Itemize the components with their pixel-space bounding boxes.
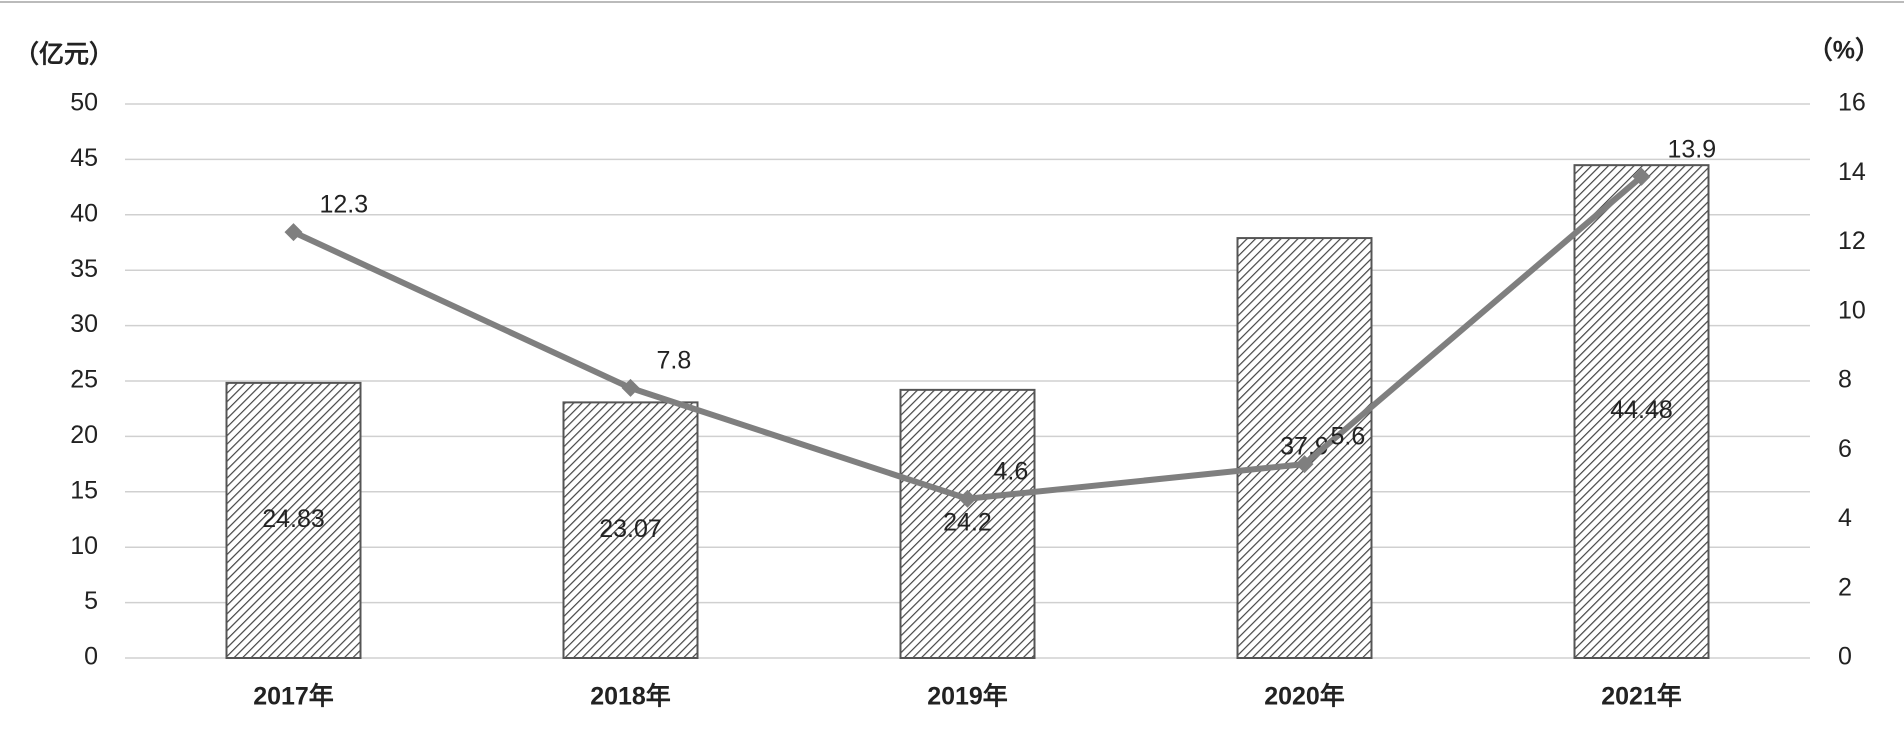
y2-tick-label: 2	[1838, 573, 1852, 601]
bar	[225, 381, 362, 659]
bar-value-label: 44.48	[1610, 396, 1673, 424]
y-tick-label: 45	[70, 144, 98, 172]
y-tick-label: 30	[70, 310, 98, 338]
y-tick-label: 5	[84, 587, 98, 615]
x-tick-label: 2020年	[1264, 682, 1345, 711]
bar	[899, 388, 1036, 659]
y-tick-label: 50	[70, 89, 98, 117]
y2-tick-label: 12	[1838, 227, 1866, 255]
line-value-label: 7.8	[657, 347, 692, 375]
y2-tick-label: 0	[1838, 643, 1852, 671]
y-tick-label: 15	[70, 476, 98, 504]
y2-axis-unit: （%）	[1808, 36, 1880, 65]
bar	[1573, 164, 1710, 660]
y2-tick-label: 6	[1838, 435, 1852, 463]
line-marker	[1295, 455, 1314, 474]
bar-value-label: 24.83	[262, 505, 325, 533]
line-value-label: 13.9	[1668, 135, 1717, 163]
line-marker	[958, 489, 977, 508]
line-marker	[1632, 167, 1651, 186]
y2-tick-label: 8	[1838, 366, 1852, 394]
line-marker	[284, 223, 303, 242]
bar	[1236, 237, 1373, 659]
y2-tick-label: 16	[1838, 89, 1866, 117]
line-value-label: 12.3	[320, 191, 369, 219]
x-tick-label: 2017年	[253, 682, 334, 711]
bar-value-label: 23.07	[599, 515, 662, 543]
y-tick-label: 40	[70, 199, 98, 227]
bar-value-label: 24.2	[943, 509, 992, 537]
y-tick-label: 0	[84, 643, 98, 671]
y-tick-label: 25	[70, 366, 98, 394]
line-marker	[621, 378, 640, 397]
x-tick-label: 2019年	[927, 682, 1008, 711]
bar	[562, 401, 699, 659]
y-tick-label: 20	[70, 421, 98, 449]
line-value-label: 4.6	[994, 457, 1029, 485]
y-axis-unit: （亿元）	[14, 40, 114, 69]
x-tick-label: 2021年	[1601, 682, 1682, 711]
y2-tick-label: 14	[1838, 158, 1866, 186]
line-value-label: 5.6	[1331, 423, 1366, 451]
y2-tick-label: 4	[1838, 504, 1852, 532]
y-tick-label: 10	[70, 532, 98, 560]
x-tick-label: 2018年	[590, 682, 671, 711]
y2-tick-label: 10	[1838, 296, 1866, 324]
y-tick-label: 35	[70, 255, 98, 283]
